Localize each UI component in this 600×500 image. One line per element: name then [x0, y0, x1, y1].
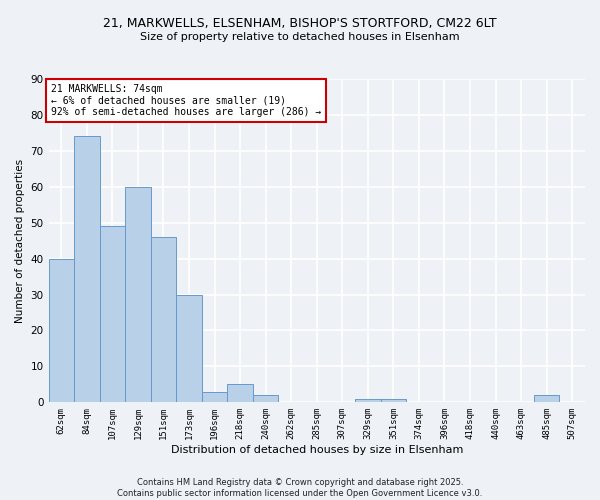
Bar [380, 398, 406, 402]
Bar [253, 395, 278, 402]
Bar [355, 398, 380, 402]
Bar [151, 237, 176, 402]
Text: Contains HM Land Registry data © Crown copyright and database right 2025.
Contai: Contains HM Land Registry data © Crown c… [118, 478, 482, 498]
Text: Size of property relative to detached houses in Elsenham: Size of property relative to detached ho… [140, 32, 460, 42]
Text: 21, MARKWELLS, ELSENHAM, BISHOP'S STORTFORD, CM22 6LT: 21, MARKWELLS, ELSENHAM, BISHOP'S STORTF… [103, 18, 497, 30]
Bar [176, 294, 202, 403]
Y-axis label: Number of detached properties: Number of detached properties [15, 158, 25, 322]
Bar [100, 226, 125, 402]
X-axis label: Distribution of detached houses by size in Elsenham: Distribution of detached houses by size … [170, 445, 463, 455]
Bar [534, 395, 559, 402]
Bar [49, 258, 74, 402]
Bar [202, 392, 227, 402]
Bar [227, 384, 253, 402]
Bar [74, 136, 100, 402]
Bar [125, 187, 151, 402]
Text: 21 MARKWELLS: 74sqm
← 6% of detached houses are smaller (19)
92% of semi-detache: 21 MARKWELLS: 74sqm ← 6% of detached hou… [51, 84, 322, 117]
